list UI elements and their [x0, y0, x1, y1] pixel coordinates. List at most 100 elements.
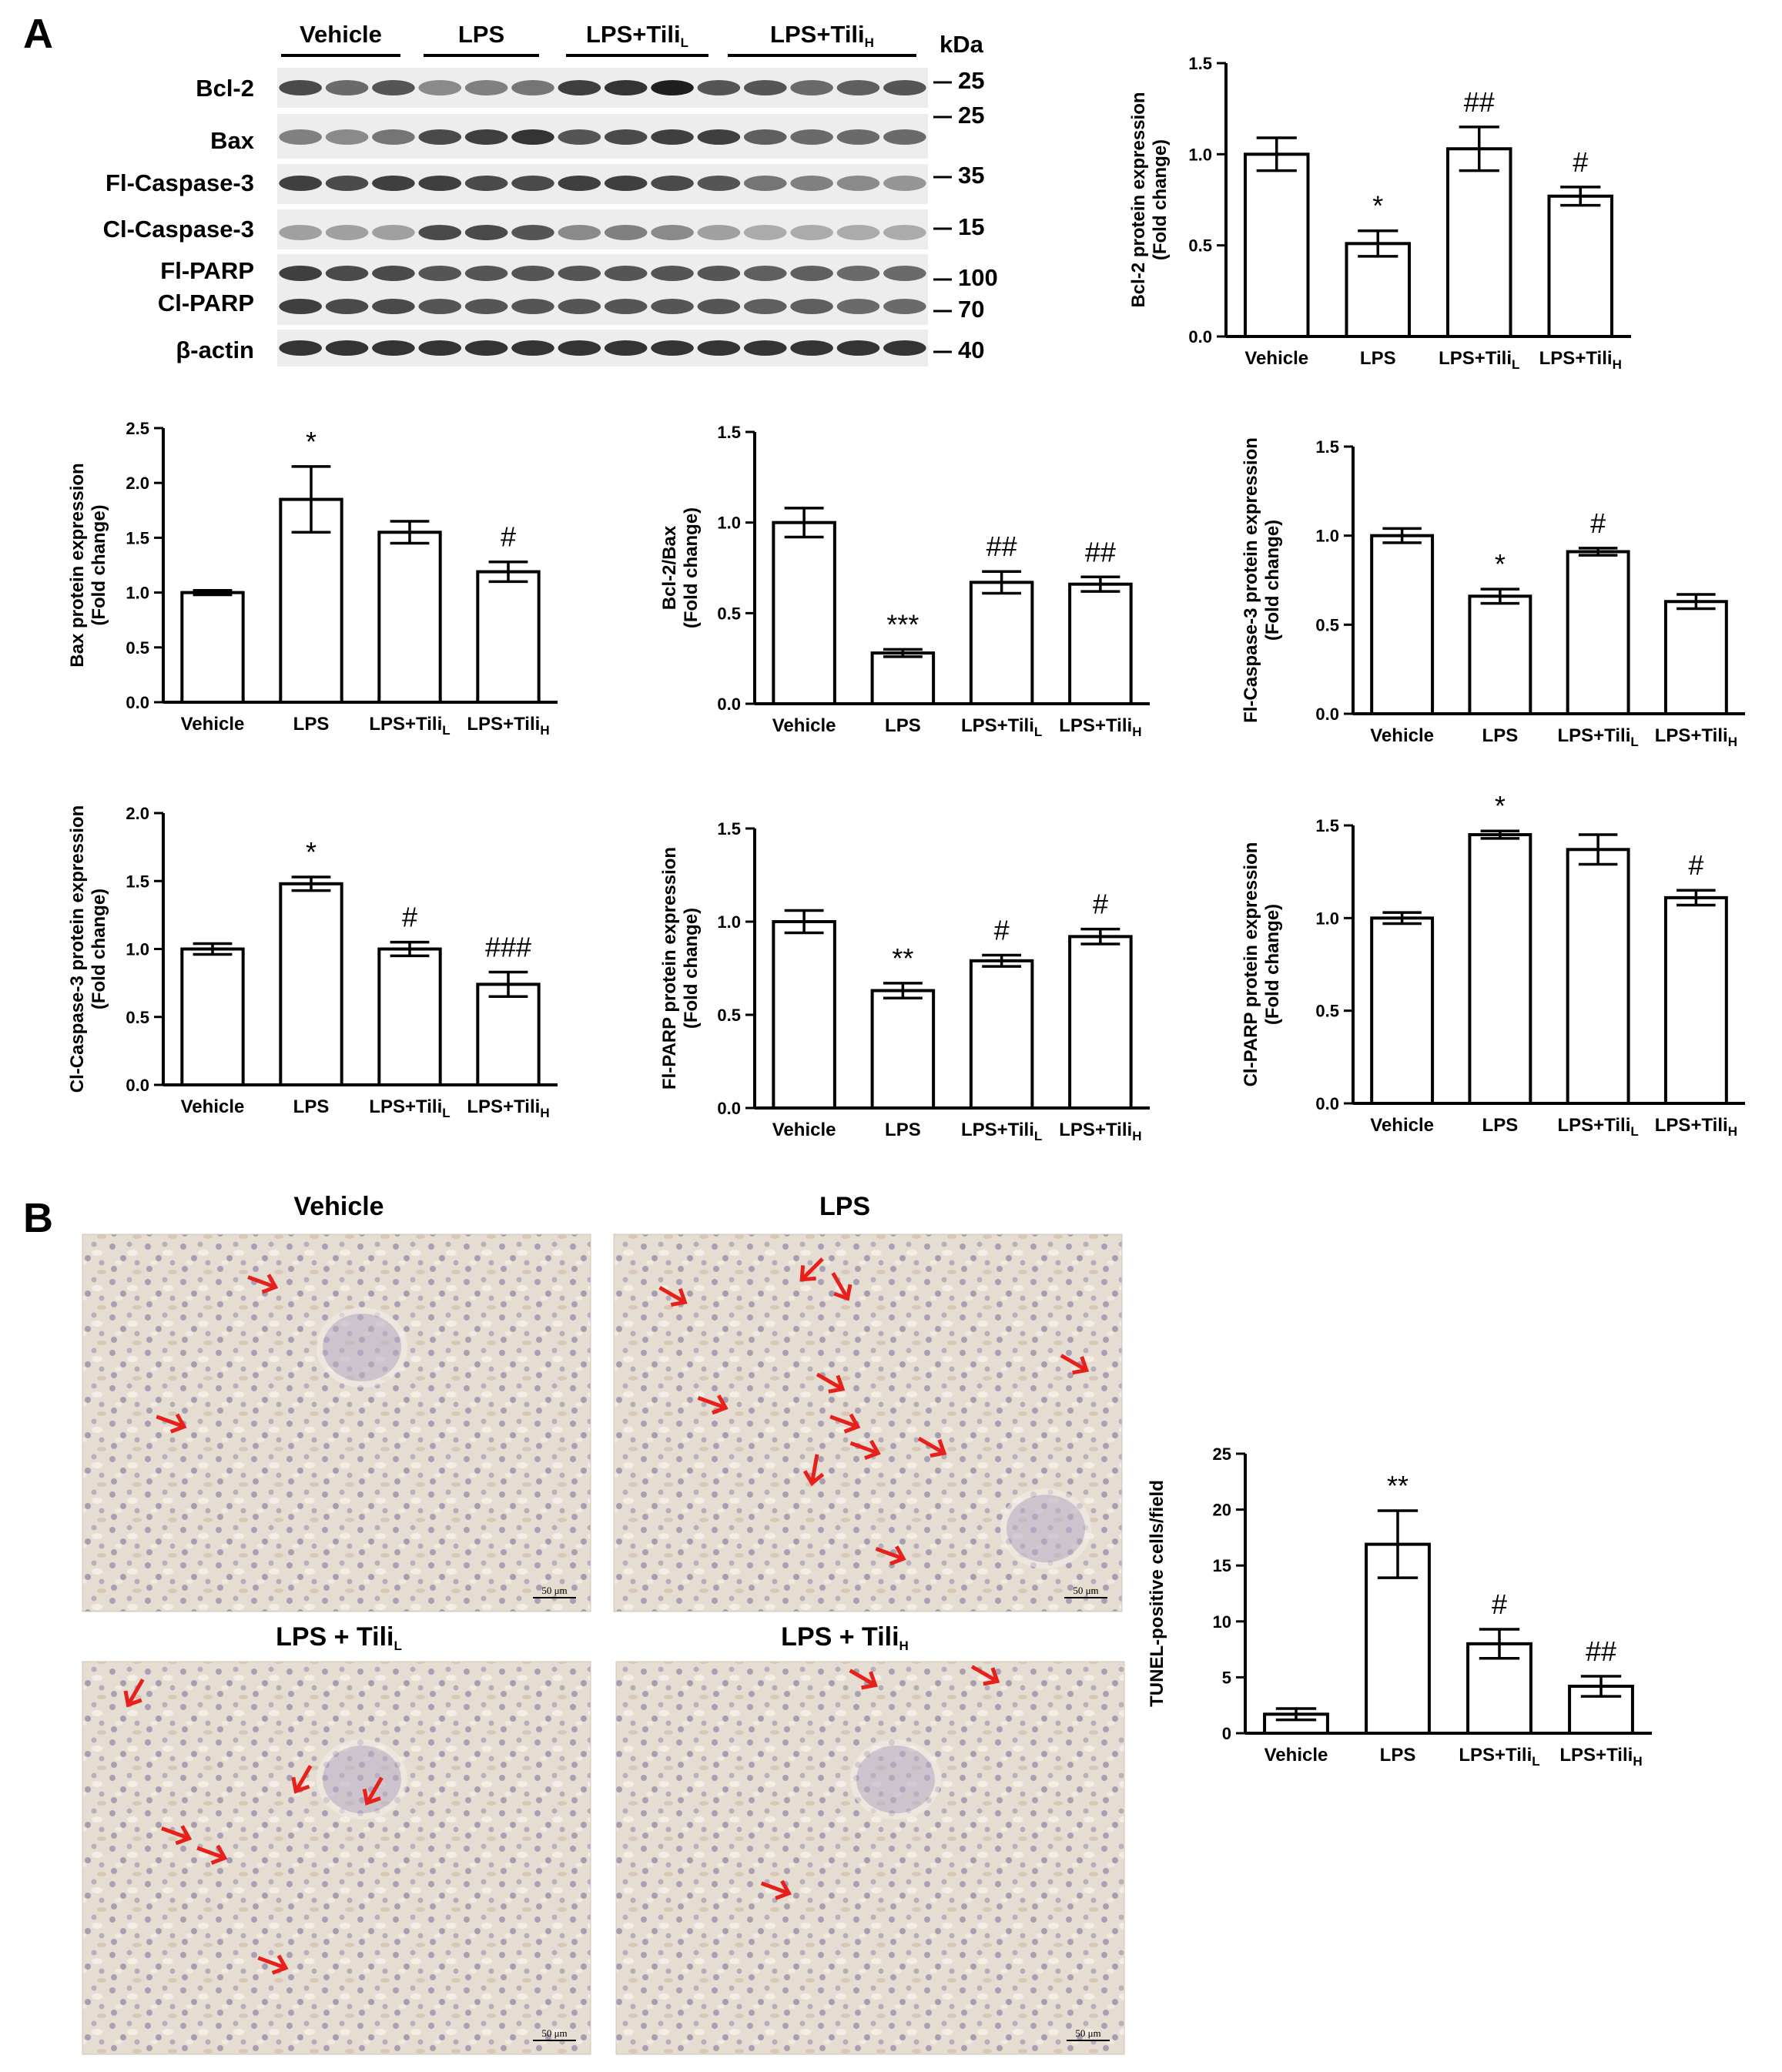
blot-band — [418, 266, 462, 281]
arrow-shaft — [247, 1275, 276, 1289]
arrow-shaft — [917, 1437, 946, 1455]
blot-band — [464, 299, 508, 314]
y-tick-label: 1.0 — [1188, 145, 1212, 164]
arrow-head — [210, 1844, 228, 1865]
blot-group-label-sub: L — [681, 35, 688, 50]
arrow-shaft — [831, 1272, 849, 1300]
x-category-label: LPS+TiliH — [1655, 1115, 1737, 1139]
arrow-shaft — [697, 1396, 727, 1410]
micrograph-title-main: LPS — [819, 1192, 870, 1221]
x-category-label: LPS+TiliL — [961, 1120, 1042, 1143]
arrow-head — [362, 1789, 381, 1806]
arrow-head — [712, 1394, 729, 1415]
arrow-head — [175, 1825, 193, 1846]
blot-band — [790, 129, 833, 145]
glomerulus — [317, 1307, 407, 1387]
bar — [1663, 600, 1728, 716]
blot-band — [651, 299, 694, 314]
bar — [1370, 916, 1435, 1106]
x-category-label-main: Vehicle — [1264, 1745, 1328, 1766]
blot-band — [464, 176, 508, 191]
significance-mark: ## — [1085, 536, 1116, 567]
blot-band — [883, 225, 926, 240]
blot-band — [836, 340, 880, 356]
x-category-label: LPS+TiliH — [467, 714, 549, 738]
x-category-label-sub: H — [1633, 1754, 1642, 1769]
y-axis-label-2: (Fold change) — [1262, 904, 1283, 1025]
arrow-shaft — [970, 1665, 999, 1683]
significance-mark: * — [1372, 190, 1383, 222]
y-tick-label: 2.0 — [126, 474, 149, 493]
kda-marker: 25 — [958, 102, 984, 129]
x-category-label: Vehicle — [1370, 725, 1434, 746]
blot-band — [464, 129, 508, 145]
blot-band — [883, 176, 926, 191]
blot-band — [651, 225, 694, 240]
x-category-label-sub: L — [1630, 735, 1638, 749]
blot-band — [651, 266, 694, 281]
micrograph-title-main: LPS + Tili — [781, 1622, 899, 1652]
chart-bax: 0.0 0.5 1.0 1.5 2.0 2.5 Bax protein expression… — [67, 419, 558, 738]
blot-group-label-main: Vehicle — [300, 21, 382, 48]
kda-marker: 15 — [958, 213, 984, 240]
blot-group-label: LPS — [458, 21, 504, 48]
x-category-label-main: LPS+Tili — [1557, 725, 1630, 746]
bar — [969, 959, 1034, 1110]
blot-band — [418, 176, 462, 191]
micrograph-title: LPS + TiliL — [276, 1622, 402, 1653]
arrow-shaft — [156, 1414, 185, 1429]
blot-band — [279, 340, 322, 356]
y-tick-label: 1.5 — [717, 819, 741, 839]
significance-mark: # — [1573, 146, 1588, 178]
arrow-head — [889, 1545, 906, 1566]
red-arrow-icon — [291, 1765, 313, 1794]
blot-band — [464, 80, 508, 95]
y-tick-label: 0.5 — [1188, 236, 1212, 256]
x-category-label-main: LPS+Tili — [1439, 348, 1512, 369]
x-category-label: Vehicle — [1370, 1115, 1434, 1136]
blot-band — [558, 80, 601, 95]
blot-group-label-main: LPS+Tili — [770, 21, 865, 48]
significance-mark: ** — [892, 942, 913, 974]
panel-letter-a: A — [23, 11, 53, 57]
y-axis-label: Bax protein expression — [67, 463, 88, 667]
blot-band — [604, 225, 648, 240]
blot-band — [279, 80, 322, 95]
bar — [476, 570, 541, 704]
blot-band — [743, 225, 787, 240]
blot-band — [790, 80, 833, 95]
red-arrow-icon — [196, 1844, 228, 1865]
micrograph-title-sub: H — [899, 1639, 909, 1653]
blot-band — [558, 176, 601, 191]
blot-band — [743, 176, 787, 191]
blot-band — [558, 129, 601, 145]
bar — [1068, 935, 1133, 1110]
red-arrow-icon — [362, 1776, 384, 1806]
blot-band — [372, 340, 415, 356]
bar — [1068, 582, 1133, 705]
y-axis-label: Fl-Caspase-3 protein expression — [1241, 437, 1261, 723]
x-category-label: LPS — [885, 715, 921, 736]
red-arrow-icon — [875, 1545, 906, 1566]
x-category-label-main: LPS+Tili — [369, 1096, 442, 1117]
blot-band — [836, 299, 880, 314]
glomerulus — [1000, 1488, 1091, 1569]
blot-band — [790, 225, 833, 240]
x-category-label-sub: H — [1728, 735, 1737, 749]
blot-band — [558, 266, 601, 281]
y-tick-label: 20 — [1213, 1501, 1231, 1520]
arrow-head — [291, 1776, 310, 1794]
significance-mark: * — [1495, 548, 1506, 580]
x-category-label: LPS — [293, 714, 330, 735]
arrow-shaft — [875, 1547, 905, 1561]
x-category-label: LPS — [1482, 1115, 1519, 1136]
y-tick-label: 0.5 — [126, 638, 149, 658]
significance-mark: ** — [1387, 1470, 1409, 1501]
red-arrow-icon — [799, 1257, 824, 1282]
bar — [969, 581, 1034, 705]
x-category-label-sub: L — [1532, 1754, 1539, 1769]
x-category-label-sub: H — [1132, 725, 1141, 739]
blot-band — [604, 176, 648, 191]
x-category-label-sub: L — [1630, 1124, 1638, 1139]
arrow-head — [843, 1413, 861, 1434]
